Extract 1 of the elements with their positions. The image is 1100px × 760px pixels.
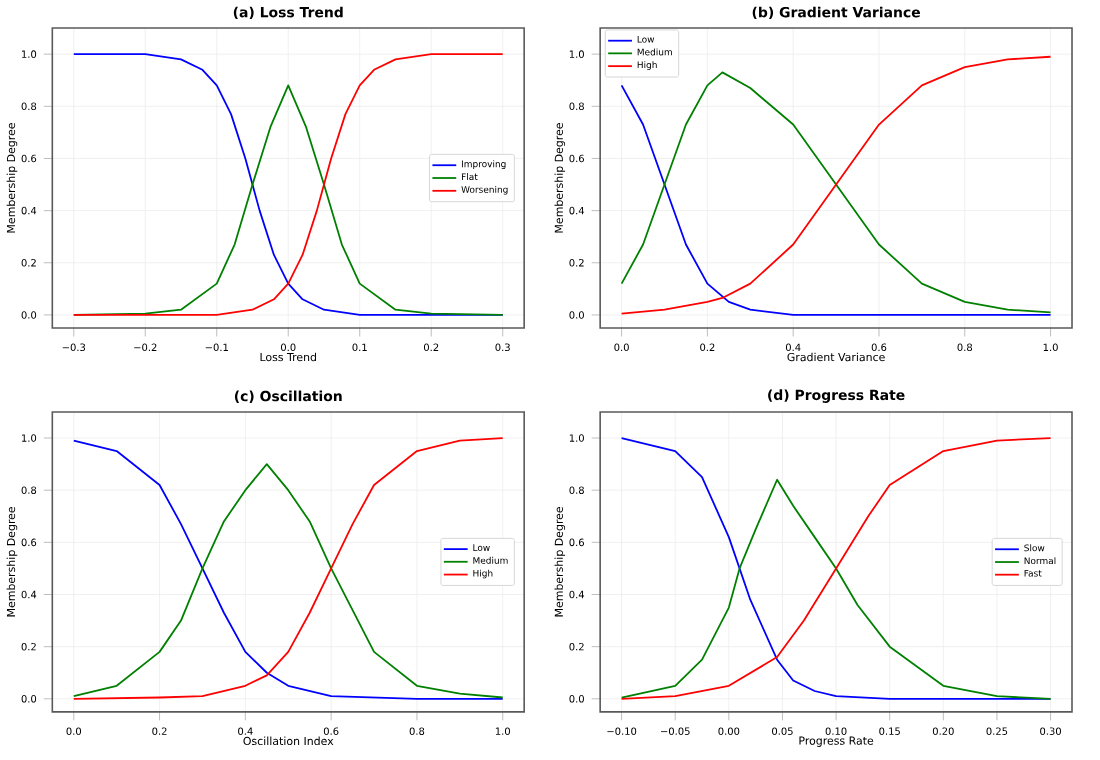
line-series — [620, 478, 1052, 700]
